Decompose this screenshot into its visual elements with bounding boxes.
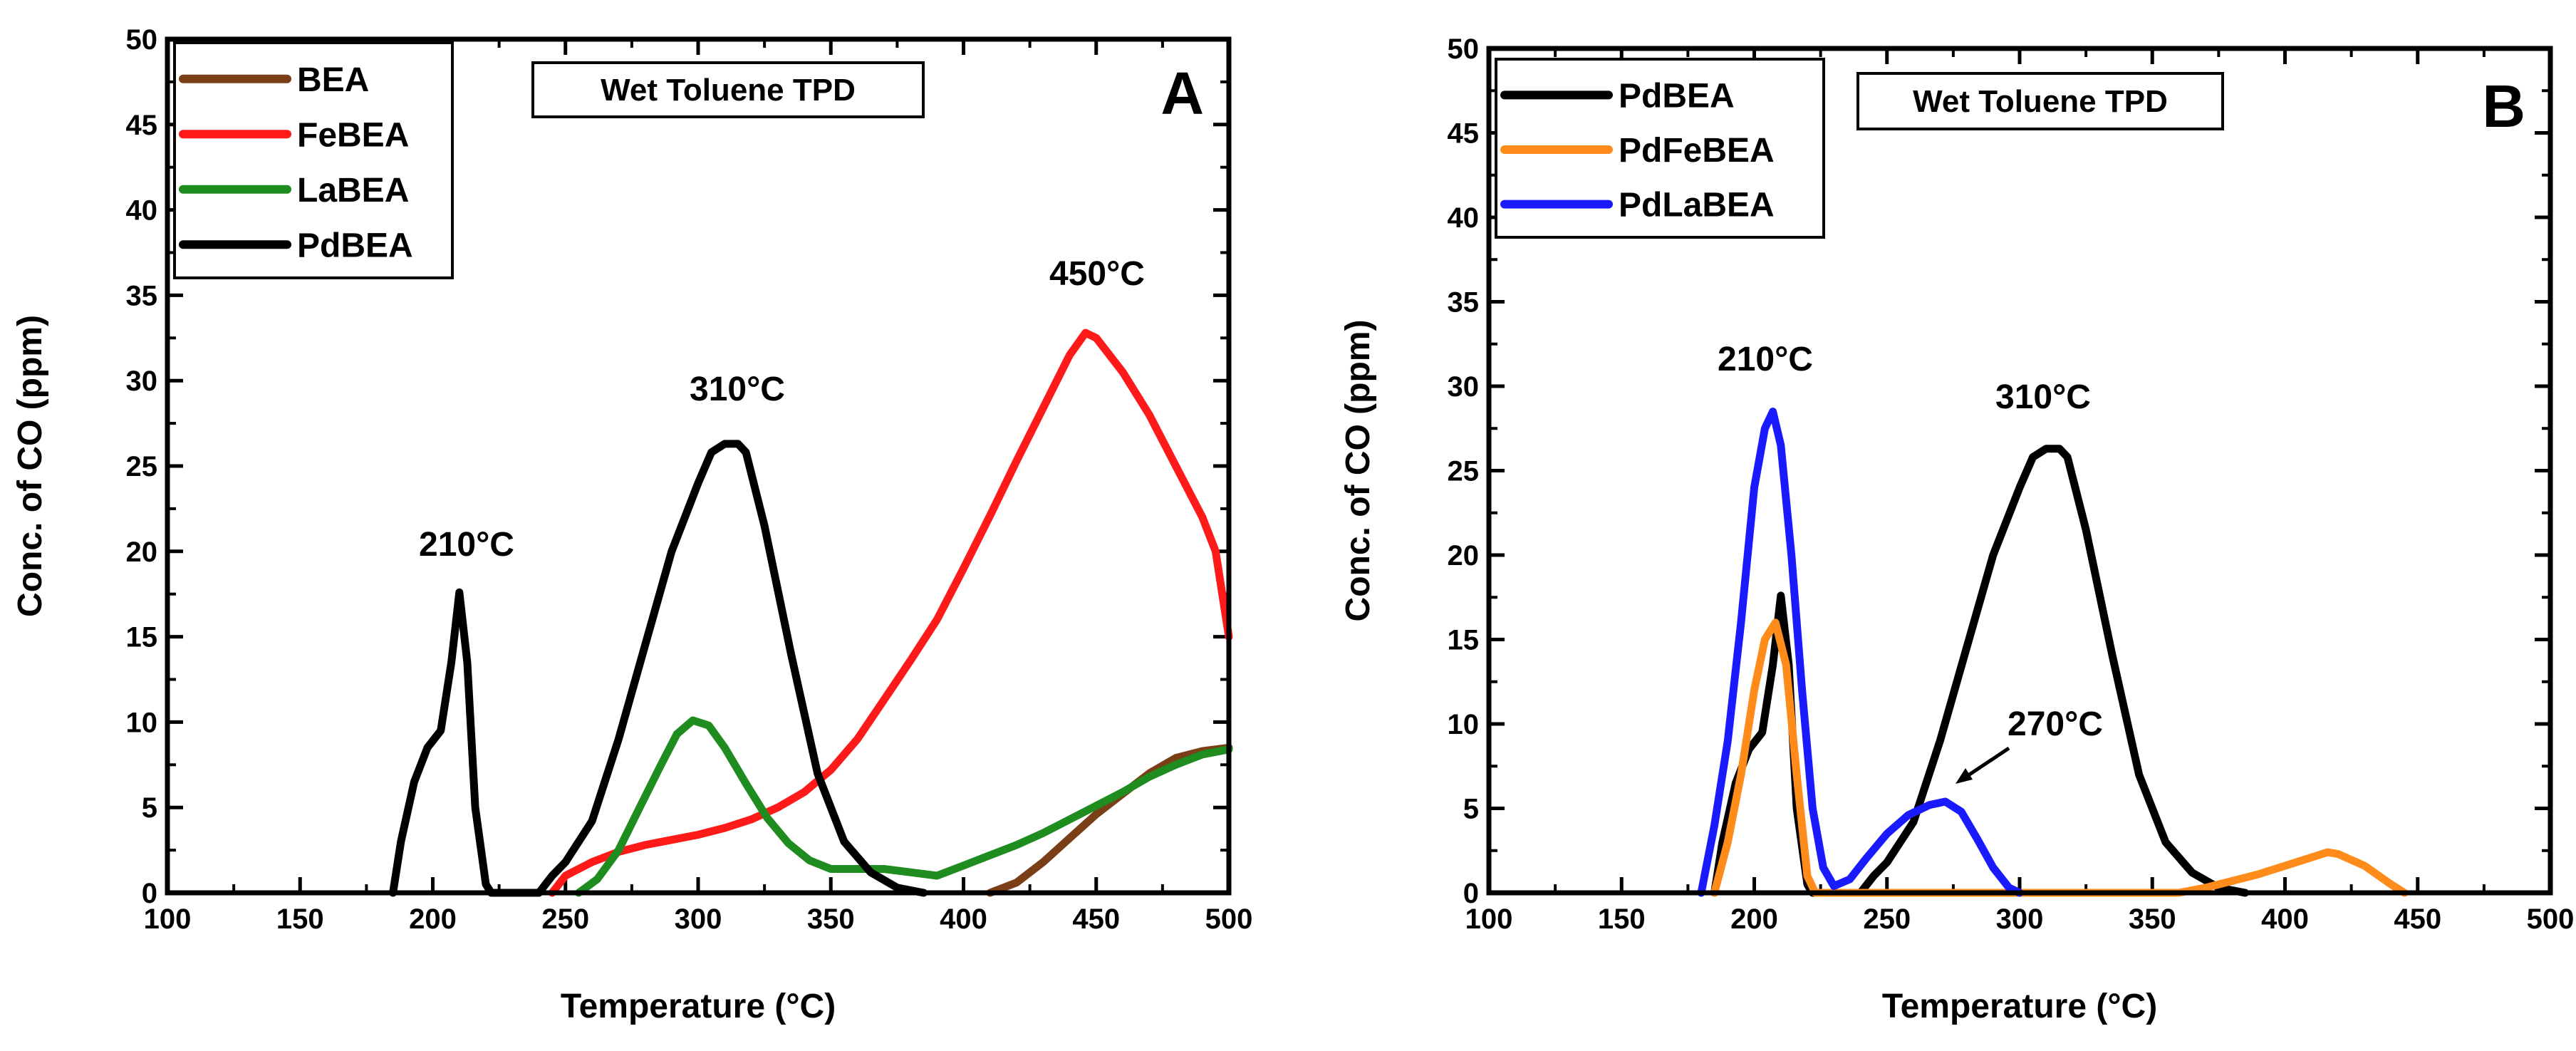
x-tick-label: 300 (675, 904, 722, 935)
series-line-pdbea (389, 440, 928, 897)
x-tick-label: 350 (807, 904, 855, 935)
title-box-frame (531, 61, 925, 118)
peak-annotation: 450°C (1049, 255, 1145, 293)
annotation-arrow-head (1956, 768, 1973, 784)
y-tick-label: 15 (1448, 625, 1480, 656)
y-tick-label: 35 (1448, 287, 1480, 319)
y-tick-label: 50 (126, 24, 158, 56)
title-box-frame (1856, 72, 2224, 130)
y-tick-label: 0 (142, 878, 157, 909)
y-tick-label: 25 (1448, 456, 1480, 487)
series-line-pdbea (1710, 445, 2250, 897)
annotation-arrow-line (1963, 746, 2010, 780)
x-tick-label: 450 (2394, 904, 2441, 935)
y-tick-label: 10 (126, 707, 158, 738)
y-tick-label: 15 (126, 622, 158, 653)
y-axis-label: Conc. of CO (ppm) (1339, 320, 1377, 622)
y-tick-label: 40 (1448, 202, 1480, 234)
legend-label-bea: BEA (297, 61, 369, 99)
peak-annotation: 310°C (690, 371, 785, 408)
y-tick-label: 0 (1463, 878, 1479, 909)
series-line-labea (574, 716, 1233, 897)
title-box-text: Wet Toluene TPD (1913, 84, 2168, 119)
x-tick-label: 200 (409, 904, 457, 935)
peak-annotation: 210°C (419, 526, 514, 564)
x-tick-label: 350 (2129, 904, 2176, 935)
x-tick-label: 500 (2527, 904, 2575, 935)
plot-frame (165, 36, 1232, 896)
series-line-febea (548, 328, 1233, 897)
x-tick-label: 250 (541, 904, 589, 935)
y-tick-label: 50 (1448, 33, 1480, 65)
x-tick-label: 250 (1863, 904, 1911, 935)
x-tick-label: 400 (2261, 904, 2309, 935)
x-axis-label: Temperature (°C) (561, 988, 836, 1025)
x-tick-label: 100 (1465, 904, 1513, 935)
title-box-text: Wet Toluene TPD (601, 73, 856, 108)
y-tick-label: 20 (1448, 540, 1480, 571)
y-tick-label: 20 (126, 537, 158, 568)
legend-label-febea: FeBEA (297, 116, 409, 154)
x-tick-label: 150 (276, 904, 324, 935)
y-tick-label: 5 (1463, 794, 1479, 825)
legend-label-labea: LaBEA (297, 172, 409, 209)
x-tick-label: 100 (144, 904, 192, 935)
x-tick-label: 300 (1996, 904, 2044, 935)
y-tick-label: 45 (1448, 118, 1480, 150)
y-tick-label: 25 (126, 451, 158, 482)
legend-label-pdbea: PdBEA (297, 227, 413, 264)
y-tick-label: 40 (126, 195, 158, 227)
x-tick-label: 400 (940, 904, 987, 935)
panel-letter: A (1160, 60, 1204, 127)
legend-label-pdfebea: PdFeBEA (1619, 132, 1775, 170)
y-axis-label: Conc. of CO (ppm) (11, 315, 49, 617)
peak-annotation: 310°C (1995, 378, 2091, 416)
y-tick-label: 10 (1448, 709, 1480, 740)
legend-label-pdbea: PdBEA (1619, 77, 1735, 115)
y-tick-label: 30 (1448, 371, 1480, 403)
x-tick-label: 150 (1598, 904, 1646, 935)
series-line-bea (986, 743, 1233, 897)
chart-panel-a: 100 150 200 250 300 350 400 450 500 0 5 10 15 20 25 30 3… (11, 24, 1252, 1025)
plot-frame (1486, 46, 2553, 896)
x-tick-label: 450 (1072, 904, 1120, 935)
peak-annotation: 270°C (2008, 705, 2103, 743)
y-tick-label: 30 (126, 366, 158, 397)
y-tick-label: 5 (142, 792, 157, 824)
panel-letter: B (2482, 73, 2525, 140)
legend-label-pdlabea: PdLaBEA (1619, 187, 1775, 224)
y-tick-label: 35 (126, 280, 158, 311)
x-axis-label: Temperature (°C) (1882, 988, 2157, 1025)
x-tick-label: 200 (1730, 904, 1778, 935)
y-tick-label: 45 (126, 110, 158, 141)
series-line-pdlabea (1697, 408, 2024, 897)
peak-annotation: 210°C (1718, 341, 1813, 378)
chart-panel-b: 100 150 200 250 300 350 400 450 500 0 5 10 15 20 25 30 3… (1339, 33, 2574, 1025)
x-tick-label: 500 (1205, 904, 1253, 935)
